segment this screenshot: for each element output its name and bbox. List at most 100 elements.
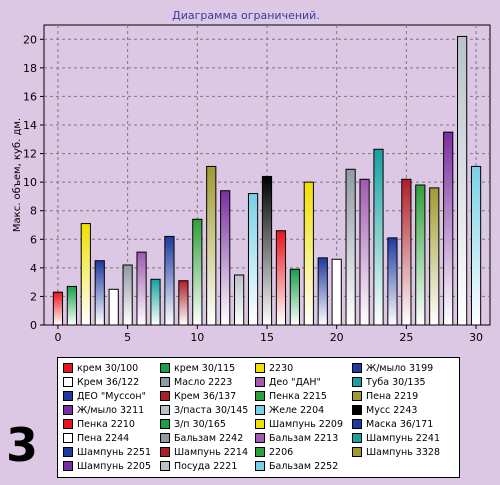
bar — [275, 230, 287, 326]
bar — [429, 187, 440, 326]
legend-label: Бальзам 2242 — [174, 432, 244, 444]
bar — [401, 178, 412, 326]
legend: крем 30/100 крем 30/115 2230 Ж/мыло 3199 Кре… — [57, 357, 460, 478]
legend-item: Бальзам 2213 — [255, 432, 338, 444]
legend-item: 2206 — [255, 446, 293, 458]
legend-label: Ж/мыло 3211 — [77, 404, 145, 416]
legend-swatch — [255, 377, 265, 387]
bar — [150, 278, 161, 326]
legend-label: Масло 2223 — [174, 376, 233, 388]
legend-item: Масло 2223 — [160, 376, 232, 388]
legend-item: Шампунь 2241 — [352, 432, 440, 444]
legend-swatch — [255, 433, 265, 443]
legend-label: Пенка 2210 — [77, 418, 135, 430]
y-tick-label: 0 — [30, 319, 37, 332]
legend-label: З/п 30/165 — [174, 418, 226, 430]
bar — [415, 184, 426, 326]
bar — [220, 190, 231, 326]
figure-label: 3 — [6, 418, 39, 472]
legend-swatch — [160, 419, 170, 429]
legend-item: 2230 — [255, 362, 293, 374]
legend-label: З/паста 30/145 — [174, 404, 249, 416]
legend-item: Шампунь 3328 — [352, 446, 440, 458]
bar — [303, 181, 314, 326]
legend-swatch — [255, 363, 265, 373]
legend-item: Шампунь 2214 — [160, 446, 248, 458]
bar — [443, 131, 454, 326]
bar — [331, 258, 342, 326]
legend-label: Желе 2204 — [269, 404, 325, 416]
legend-label: Ж/мыло 3199 — [366, 362, 434, 374]
legend-label: Пена 2244 — [77, 432, 130, 444]
y-axis-ticks: 0 2 4 6 8 10 12 14 16 18 20 — [23, 33, 44, 332]
legend-swatch — [160, 433, 170, 443]
bar — [80, 223, 91, 326]
bar — [457, 35, 468, 326]
legend-label: Бальзам 2252 — [269, 460, 339, 472]
y-tick-label: 16 — [23, 90, 37, 103]
legend-item: Посуда 2221 — [160, 460, 237, 472]
y-axis-label: Макс. объем, куб. дм. — [12, 118, 23, 232]
bar — [247, 193, 259, 326]
legend-item: Крем 36/137 — [160, 390, 236, 402]
x-tick-label: 30 — [469, 331, 483, 344]
legend-swatch — [160, 377, 170, 387]
legend-label: Шампунь 2209 — [269, 418, 343, 430]
legend-swatch — [63, 433, 73, 443]
legend-swatch — [63, 363, 73, 373]
legend-swatch — [352, 433, 362, 443]
legend-item: Шампунь 2209 — [255, 418, 343, 430]
legend-label: Шампунь 2251 — [77, 446, 151, 458]
chart-title: Диаграмма ограничений. — [172, 9, 320, 22]
legend-label: Шампунь 2241 — [366, 432, 440, 444]
legend-swatch — [255, 419, 265, 429]
bar — [234, 274, 245, 326]
legend-item: З/п 30/165 — [160, 418, 226, 430]
legend-item: Маска 36/171 — [352, 418, 433, 430]
legend-swatch — [352, 391, 362, 401]
legend-swatch — [160, 391, 170, 401]
y-tick-label: 18 — [23, 62, 37, 75]
legend-item: Пенка 2210 — [63, 418, 135, 430]
legend-swatch — [352, 419, 362, 429]
legend-label: Мусс 2243 — [366, 404, 418, 416]
x-tick-label: 10 — [190, 331, 204, 344]
bars — [52, 35, 482, 326]
legend-item: Бальзам 2252 — [255, 460, 338, 472]
legend-item: Пенка 2215 — [255, 390, 327, 402]
legend-label: крем 30/115 — [174, 362, 236, 374]
legend-label: Шампунь 2205 — [77, 460, 151, 472]
legend-label: Бальзам 2213 — [269, 432, 339, 444]
legend-item: Пена 2244 — [63, 432, 129, 444]
bar — [192, 218, 203, 326]
y-tick-label: 2 — [30, 290, 37, 303]
legend-label: крем 30/100 — [77, 362, 139, 374]
legend-swatch — [63, 377, 73, 387]
legend-swatch — [352, 377, 362, 387]
y-tick-label: 4 — [30, 262, 37, 275]
legend-label: Посуда 2221 — [174, 460, 238, 472]
bar — [345, 168, 356, 326]
legend-item: Шампунь 2251 — [63, 446, 151, 458]
y-tick-label: 8 — [30, 205, 37, 218]
legend-label: 2206 — [269, 446, 294, 458]
bar — [206, 165, 217, 326]
legend-swatch — [63, 447, 73, 457]
legend-swatch — [63, 391, 73, 401]
legend-item: Ж/мыло 3211 — [63, 404, 144, 416]
y-tick-label: 14 — [23, 119, 37, 132]
bar — [387, 237, 398, 326]
legend-label: 2230 — [269, 362, 294, 374]
legend-label: Туба 30/135 — [366, 376, 426, 388]
bar — [122, 264, 133, 326]
legend-swatch — [63, 461, 73, 471]
legend-swatch — [352, 405, 362, 415]
legend-swatch — [160, 461, 170, 471]
y-tick-label: 10 — [23, 176, 37, 189]
legend-item: Део "ДАН" — [255, 376, 321, 388]
legend-item: Ж/мыло 3199 — [352, 362, 433, 374]
bar — [52, 291, 64, 326]
legend-swatch — [255, 447, 265, 457]
legend-label: Шампунь 2214 — [174, 446, 248, 458]
legend-item: Пена 2219 — [352, 390, 418, 402]
